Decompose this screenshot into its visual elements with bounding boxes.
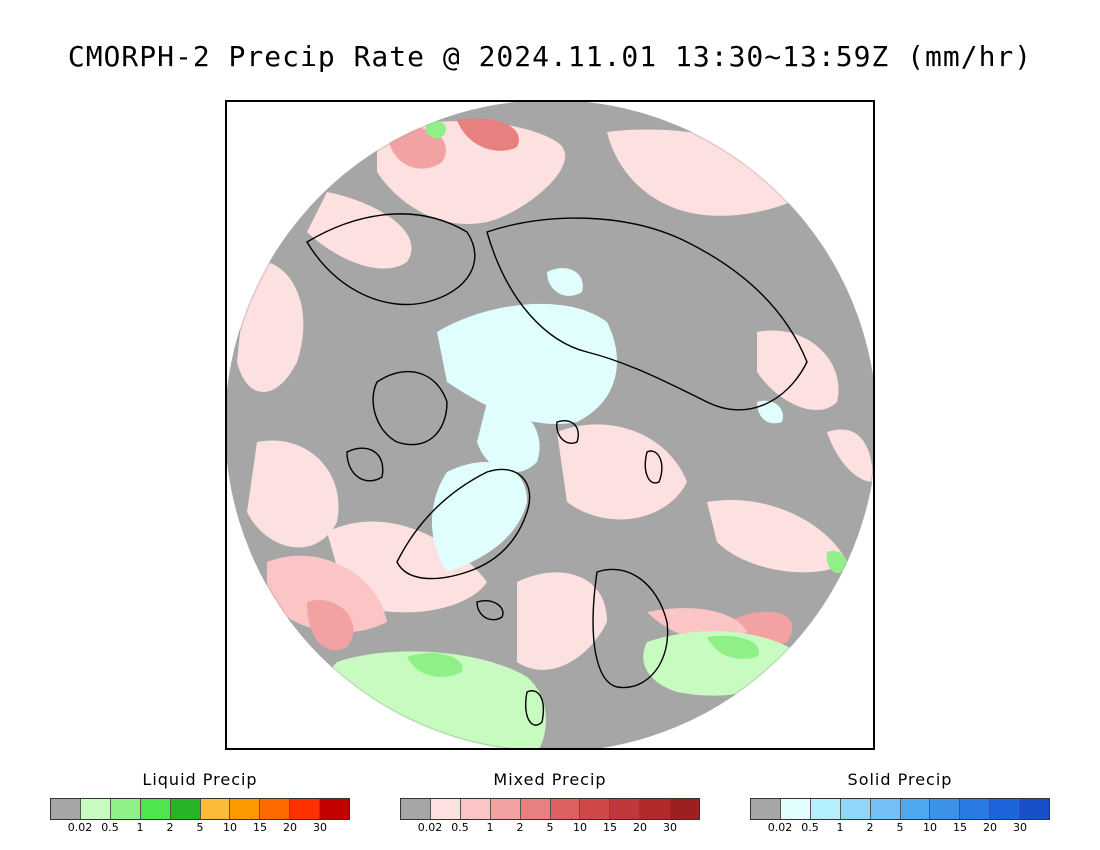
british-isles-outline: [525, 690, 544, 726]
legend-swatch: [1020, 799, 1050, 819]
legend-tick-label: 0.02: [767, 821, 793, 834]
coastlines: [306, 213, 808, 726]
legend-colorbar: [750, 798, 1050, 820]
legend-tick-label: 0.02: [417, 821, 443, 834]
legend-swatch: [550, 799, 581, 819]
legend-swatch: [751, 799, 781, 819]
legend-swatch: [490, 799, 521, 819]
legend-tick-label: 10: [223, 821, 237, 834]
legend-ticks: 0.02 0.5 1 2 5 10 15 20 30: [400, 821, 700, 835]
legend-solid: Solid Precip 0.02 0.5 1 2 5 10 15 20 30: [750, 770, 1050, 835]
legend-swatch: [900, 799, 931, 819]
legend-swatch: [670, 799, 700, 819]
legend-swatch: [230, 799, 261, 819]
legend-tick-label: 1: [136, 821, 144, 834]
legend-swatch: [200, 799, 231, 819]
legend-tick-label: 0.02: [67, 821, 93, 834]
legend-tick-label: 0.5: [101, 821, 119, 834]
legend-swatch: [51, 799, 81, 819]
legend-liquid: Liquid Precip 0.02 0.5 1 2 5 10 15 20 30: [50, 770, 350, 835]
greenland-outline: [396, 468, 531, 580]
legend-title: Mixed Precip: [493, 770, 607, 789]
legend-colorbar: [400, 798, 700, 820]
legend-ticks: 0.02 0.5 1 2 5 10 15 20 30: [750, 821, 1050, 835]
legend-tick-label: 1: [836, 821, 844, 834]
legend-tick-label: 15: [953, 821, 967, 834]
scandinavia-outline: [592, 568, 669, 689]
legend-swatch: [520, 799, 551, 819]
mixed-precip-areas: [237, 118, 873, 670]
legend-title: Liquid Precip: [142, 770, 258, 789]
legend-swatch: [260, 799, 291, 819]
polar-map: [227, 102, 873, 748]
legend-swatch: [840, 799, 871, 819]
legend-tick-label: 30: [313, 821, 327, 834]
map-frame: [225, 100, 875, 750]
legend-swatch: [870, 799, 901, 819]
legend-mixed: Mixed Precip 0.02 0.5 1 2 5 10 15 20 30: [400, 770, 700, 835]
legend-swatch: [320, 799, 350, 819]
legend-tick-label: 2: [166, 821, 174, 834]
legend-tick-label: 20: [983, 821, 997, 834]
legend-swatch: [290, 799, 321, 819]
alaska-outline: [306, 213, 476, 306]
legend-swatch: [610, 799, 641, 819]
legend-tick-label: 20: [283, 821, 297, 834]
legend-tick-label: 0.5: [801, 821, 819, 834]
legend-tick-label: 5: [546, 821, 554, 834]
canadian-archipelago-outline: [372, 371, 448, 446]
legend-swatch: [960, 799, 991, 819]
legend-swatch: [110, 799, 141, 819]
legend-tick-label: 5: [196, 821, 204, 834]
legend-swatch: [580, 799, 611, 819]
legend-swatch: [460, 799, 491, 819]
baffin-island-outline: [346, 447, 384, 482]
legend-swatch: [930, 799, 961, 819]
legend-swatch: [80, 799, 111, 819]
legend-tick-label: 2: [866, 821, 874, 834]
legend-colorbar: [50, 798, 350, 820]
legend-swatch: [640, 799, 671, 819]
legend-tick-label: 10: [923, 821, 937, 834]
page-title: CMORPH-2 Precip Rate @ 2024.11.01 13:30~…: [67, 40, 1033, 73]
legend-tick-label: 30: [663, 821, 677, 834]
legend-tick-label: 1: [486, 821, 494, 834]
legend-tick-label: 2: [516, 821, 524, 834]
legend-tick-label: 15: [253, 821, 267, 834]
legend-title: Solid Precip: [847, 770, 953, 789]
legend-tick-label: 5: [896, 821, 904, 834]
iceland-outline: [476, 600, 504, 621]
legend-swatch: [780, 799, 811, 819]
novaya-zemlya-outline: [644, 450, 663, 484]
legend-tick-label: 30: [1013, 821, 1027, 834]
legend-swatch: [990, 799, 1021, 819]
legend-tick-label: 10: [573, 821, 587, 834]
solid-precip-areas: [432, 268, 783, 572]
legend-tick-label: 20: [633, 821, 647, 834]
legend-swatch: [401, 799, 431, 819]
legend-ticks: 0.02 0.5 1 2 5 10 15 20 30: [50, 821, 350, 835]
legend-tick-label: 0.5: [451, 821, 469, 834]
legend-swatch: [140, 799, 171, 819]
svalbard-outline: [556, 420, 579, 444]
siberia-outline: [486, 217, 808, 411]
legend-swatch: [170, 799, 201, 819]
legend-swatch: [430, 799, 461, 819]
legend-tick-label: 15: [603, 821, 617, 834]
legend-swatch: [810, 799, 841, 819]
